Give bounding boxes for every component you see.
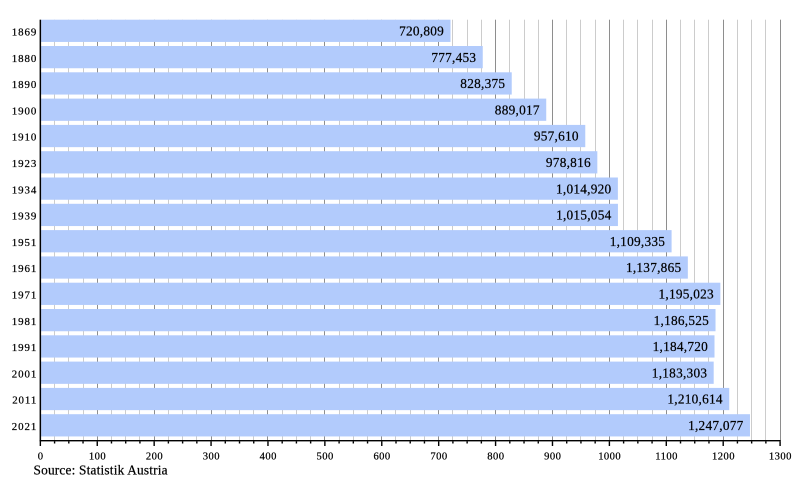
svg-text:1971: 1971 bbox=[12, 289, 37, 301]
svg-text:0: 0 bbox=[38, 451, 44, 462]
svg-text:500: 500 bbox=[317, 451, 334, 462]
svg-text:1,247,077: 1,247,077 bbox=[688, 418, 744, 433]
svg-text:2011: 2011 bbox=[12, 395, 37, 407]
svg-text:400: 400 bbox=[260, 451, 277, 462]
svg-text:1910: 1910 bbox=[12, 132, 37, 144]
svg-text:1,210,614: 1,210,614 bbox=[667, 392, 723, 407]
svg-text:100: 100 bbox=[89, 451, 106, 462]
svg-text:1,184,720: 1,184,720 bbox=[653, 339, 709, 354]
svg-text:800: 800 bbox=[487, 451, 504, 462]
svg-text:2021: 2021 bbox=[12, 421, 37, 433]
svg-text:1,195,023: 1,195,023 bbox=[658, 286, 714, 301]
svg-text:900: 900 bbox=[544, 451, 561, 462]
svg-text:Source: Statistik Austria: Source: Statistik Austria bbox=[34, 463, 168, 478]
svg-text:1,186,525: 1,186,525 bbox=[654, 313, 710, 328]
svg-text:1923: 1923 bbox=[12, 158, 37, 170]
svg-text:700: 700 bbox=[430, 451, 447, 462]
svg-text:720,809: 720,809 bbox=[399, 23, 444, 38]
svg-text:957,610: 957,610 bbox=[534, 129, 579, 144]
svg-text:1939: 1939 bbox=[12, 211, 37, 223]
svg-text:828,375: 828,375 bbox=[460, 76, 505, 91]
svg-text:1961: 1961 bbox=[12, 263, 37, 275]
svg-text:1981: 1981 bbox=[12, 316, 37, 328]
svg-text:777,453: 777,453 bbox=[431, 50, 476, 65]
svg-text:1869: 1869 bbox=[12, 26, 37, 38]
svg-text:600: 600 bbox=[373, 451, 390, 462]
svg-text:1880: 1880 bbox=[12, 53, 37, 65]
svg-text:300: 300 bbox=[203, 451, 220, 462]
svg-text:1100: 1100 bbox=[655, 451, 678, 462]
svg-text:2001: 2001 bbox=[12, 368, 37, 380]
svg-text:1890: 1890 bbox=[12, 79, 37, 91]
svg-text:978,816: 978,816 bbox=[546, 155, 591, 170]
svg-text:200: 200 bbox=[146, 451, 163, 462]
svg-text:1,137,865: 1,137,865 bbox=[626, 260, 682, 275]
svg-text:1,109,335: 1,109,335 bbox=[610, 234, 666, 249]
svg-text:889,017: 889,017 bbox=[495, 102, 540, 117]
svg-text:1200: 1200 bbox=[712, 451, 735, 462]
svg-text:1934: 1934 bbox=[12, 184, 37, 196]
svg-text:1,014,920: 1,014,920 bbox=[556, 181, 612, 196]
svg-text:1300: 1300 bbox=[769, 451, 792, 462]
svg-text:1,015,054: 1,015,054 bbox=[556, 208, 612, 223]
svg-text:1900: 1900 bbox=[12, 105, 37, 117]
svg-text:1,183,303: 1,183,303 bbox=[652, 365, 708, 380]
svg-text:1951: 1951 bbox=[12, 237, 37, 249]
svg-text:1000: 1000 bbox=[598, 451, 621, 462]
svg-text:1991: 1991 bbox=[12, 342, 37, 354]
